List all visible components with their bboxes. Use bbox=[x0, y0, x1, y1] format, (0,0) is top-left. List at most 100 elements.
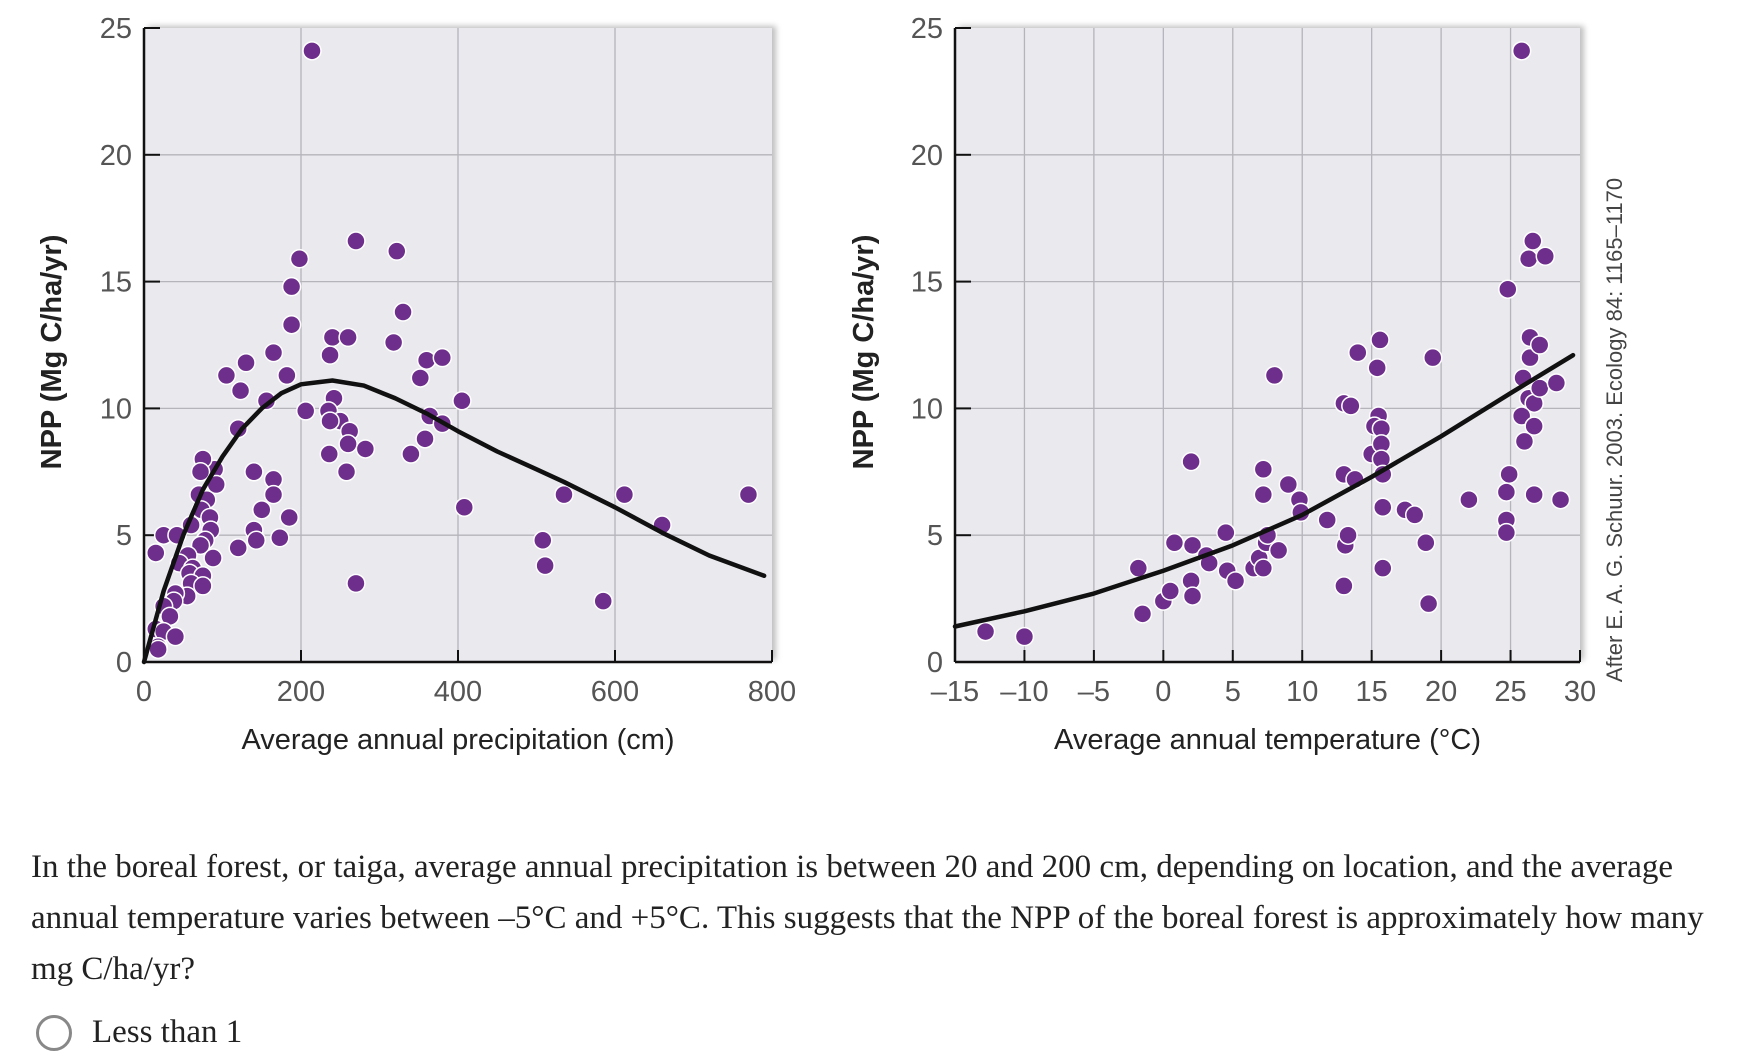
data-point bbox=[383, 332, 404, 353]
data-point bbox=[320, 345, 340, 365]
data-point bbox=[319, 444, 340, 464]
data-point bbox=[246, 530, 267, 551]
data-point bbox=[1496, 522, 1517, 543]
data-point bbox=[1535, 246, 1556, 266]
data-point bbox=[614, 484, 635, 505]
precipitation-chart: 0 200 400 600 800 0 5 10 15 20 25 Average annual pr… bbox=[36, 13, 796, 756]
data-point bbox=[1341, 396, 1361, 416]
data-point bbox=[1416, 533, 1436, 553]
data-point bbox=[1128, 558, 1149, 578]
data-point bbox=[593, 591, 613, 611]
y-tick-label: 0 bbox=[927, 647, 943, 679]
y-tick-label: 5 bbox=[927, 520, 943, 552]
y-tick-label: 25 bbox=[100, 13, 132, 45]
data-point bbox=[146, 543, 166, 563]
data-point bbox=[236, 353, 256, 373]
data-point bbox=[1182, 535, 1203, 556]
data-point bbox=[203, 548, 223, 568]
fit-curve bbox=[952, 352, 1576, 629]
data-point bbox=[279, 507, 299, 528]
y-tick-label: 20 bbox=[911, 140, 943, 172]
x-tick-label: 5 bbox=[1225, 676, 1241, 708]
x-tick-label: 25 bbox=[1494, 676, 1526, 708]
data-point bbox=[216, 365, 237, 386]
y-axis-label: NPP (Mg C/ha/yr) bbox=[36, 235, 68, 470]
data-point bbox=[1264, 365, 1285, 386]
data-point bbox=[1370, 330, 1390, 350]
data-point bbox=[252, 500, 272, 520]
data-point bbox=[320, 411, 340, 431]
data-point bbox=[338, 434, 358, 454]
data-point bbox=[336, 462, 357, 482]
data-point bbox=[338, 327, 358, 348]
data-point bbox=[263, 484, 284, 505]
data-point bbox=[165, 626, 186, 647]
data-point bbox=[1404, 505, 1425, 525]
data-point bbox=[454, 497, 475, 518]
data-point bbox=[1418, 593, 1439, 614]
data-point bbox=[355, 439, 376, 459]
data-point bbox=[263, 342, 284, 363]
data-point bbox=[1498, 279, 1518, 299]
x-tick-label: 10 bbox=[1286, 676, 1318, 708]
data-point bbox=[1225, 571, 1246, 591]
data-point bbox=[193, 576, 213, 596]
data-point bbox=[554, 484, 574, 505]
data-point bbox=[415, 429, 435, 449]
option-label: Less than 1 bbox=[92, 1014, 243, 1050]
data-point bbox=[1524, 484, 1544, 505]
data-point bbox=[1334, 576, 1354, 596]
data-point bbox=[1253, 558, 1274, 578]
answer-option-less-than-1[interactable]: Less than 1 bbox=[36, 1014, 242, 1051]
data-point bbox=[1268, 540, 1289, 561]
data-point bbox=[1338, 525, 1358, 545]
data-point bbox=[1550, 489, 1571, 510]
data-point bbox=[1367, 358, 1387, 378]
data-point bbox=[270, 527, 290, 548]
data-point bbox=[1014, 626, 1035, 647]
data-point bbox=[289, 249, 310, 269]
y-tick-label: 15 bbox=[100, 267, 132, 299]
data-point bbox=[1514, 431, 1535, 452]
data-point bbox=[148, 639, 168, 660]
data-point bbox=[1348, 342, 1368, 363]
data-point bbox=[281, 314, 302, 335]
data-point bbox=[1216, 522, 1236, 543]
y-axis-label: NPP (Mg C/ha/yr) bbox=[848, 235, 880, 470]
data-point bbox=[535, 555, 555, 576]
y-tick-label: 10 bbox=[911, 393, 943, 425]
temperature-chart: –15 –10 –5 0 5 10 15 20 25 30 0 5 10 15 20 25 Average an… bbox=[848, 13, 1627, 756]
data-point bbox=[533, 530, 553, 551]
x-tick-label: –15 bbox=[931, 676, 979, 708]
data-point bbox=[401, 444, 421, 464]
data-point bbox=[277, 365, 297, 386]
data-point bbox=[281, 276, 302, 297]
y-tick-label: 15 bbox=[911, 267, 943, 299]
data-point bbox=[228, 538, 248, 558]
data-point bbox=[1496, 482, 1517, 502]
x-tick-label: 800 bbox=[748, 676, 796, 708]
data-point bbox=[1278, 474, 1299, 495]
data-point bbox=[1160, 581, 1181, 601]
x-tick-label: 600 bbox=[591, 676, 639, 708]
data-point bbox=[410, 368, 431, 388]
data-point bbox=[1317, 510, 1337, 530]
data-point bbox=[1499, 464, 1519, 485]
data-point bbox=[190, 462, 211, 482]
radio-button[interactable] bbox=[36, 1014, 72, 1051]
x-tick-label: 0 bbox=[1155, 676, 1171, 708]
y-tick-label: 5 bbox=[116, 520, 132, 552]
x-axis-label: Average annual precipitation (cm) bbox=[241, 724, 674, 756]
data-point bbox=[1511, 406, 1532, 426]
data-point bbox=[1253, 484, 1274, 505]
data-point bbox=[1164, 533, 1185, 553]
data-point bbox=[1132, 604, 1153, 624]
data-point bbox=[975, 621, 996, 642]
x-tick-label: –10 bbox=[1000, 676, 1048, 708]
data-point bbox=[1373, 558, 1393, 578]
x-tick-label: 30 bbox=[1564, 676, 1596, 708]
data-point bbox=[1518, 249, 1539, 269]
y-tick-label: 20 bbox=[100, 140, 132, 172]
y-tick-label: 25 bbox=[911, 13, 943, 45]
